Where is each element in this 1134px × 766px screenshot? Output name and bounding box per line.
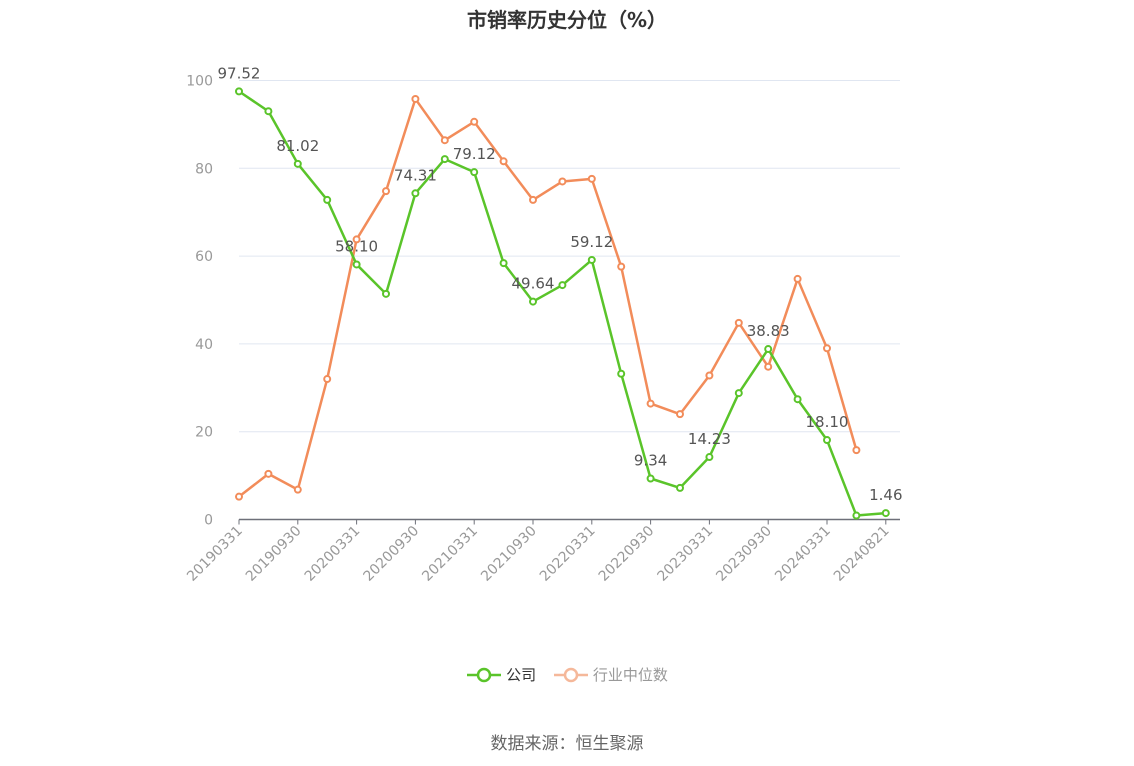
data-point-industry[interactable]: [823, 344, 831, 353]
data-point-industry[interactable]: [499, 157, 508, 166]
data-point-company[interactable]: [764, 345, 773, 354]
data-label: 9.34: [634, 451, 667, 469]
data-label: 59.12: [570, 233, 613, 251]
x-tick-label: 20210930: [478, 523, 540, 585]
x-tick-label: 20240331: [772, 523, 834, 585]
x-tick-label: 20220331: [537, 523, 599, 585]
y-tick-label: 60: [195, 249, 213, 265]
legend: 公司 行业中位数: [0, 664, 1134, 689]
data-point-industry[interactable]: [293, 485, 302, 494]
data-label: 74.31: [394, 166, 437, 184]
data-point-company[interactable]: [587, 255, 596, 264]
data-source: 数据来源：恒生聚源: [490, 734, 644, 754]
y-tick-label: 0: [204, 513, 213, 529]
data-point-company[interactable]: [235, 87, 243, 96]
data-point-company[interactable]: [852, 511, 861, 520]
y-tick-label: 20: [195, 425, 213, 441]
data-point-company[interactable]: [793, 395, 802, 404]
x-tick-label: 20230331: [655, 523, 717, 585]
data-label: 79.12: [453, 145, 496, 163]
series-layer: [235, 87, 890, 520]
legend-industry-icon: [553, 667, 588, 682]
data-point-industry[interactable]: [793, 274, 802, 283]
data-point-company[interactable]: [823, 436, 831, 445]
data-label: 81.02: [276, 137, 319, 155]
x-tick-label: 20190930: [243, 523, 305, 585]
x-tick-label: 20240821: [831, 523, 893, 585]
data-point-company[interactable]: [617, 369, 626, 378]
data-label: 49.64: [512, 275, 555, 293]
data-point-industry[interactable]: [235, 492, 243, 501]
legend-item-company[interactable]: 公司: [466, 664, 536, 685]
data-point-industry[interactable]: [352, 235, 361, 244]
data-point-company[interactable]: [470, 168, 479, 177]
data-point-company[interactable]: [676, 483, 684, 492]
data-point-industry[interactable]: [440, 136, 449, 145]
data-label: 97.52: [218, 64, 261, 82]
legend-company-icon: [467, 667, 502, 682]
data-point-company[interactable]: [881, 509, 890, 518]
data-label: 14.23: [688, 430, 731, 448]
data-point-industry[interactable]: [646, 399, 655, 408]
data-point-company[interactable]: [705, 453, 714, 462]
data-point-company[interactable]: [382, 289, 390, 298]
x-tick-label: 20200930: [361, 523, 423, 585]
data-point-industry[interactable]: [264, 469, 273, 478]
data-point-industry[interactable]: [411, 94, 420, 103]
data-point-company[interactable]: [411, 189, 420, 198]
data-point-company[interactable]: [499, 259, 508, 268]
data-point-industry[interactable]: [852, 446, 861, 455]
series-line-industry: [238, 97, 858, 498]
legend-label-industry: 行业中位数: [592, 666, 668, 684]
data-point-industry[interactable]: [558, 177, 567, 186]
data-point-company[interactable]: [440, 155, 449, 164]
y-tick-label: 100: [186, 74, 213, 90]
data-point-industry[interactable]: [617, 262, 626, 271]
data-point-industry[interactable]: [382, 187, 390, 196]
x-tick-label: 20190331: [184, 523, 246, 585]
data-point-industry[interactable]: [705, 371, 714, 380]
data-point-industry[interactable]: [764, 362, 773, 371]
data-label-layer: 97.52 81.02 58.10 74.31 79.12 49.64 59.12 9.34 1…: [218, 64, 903, 504]
data-point-industry[interactable]: [734, 318, 743, 327]
data-point-company[interactable]: [646, 474, 655, 483]
data-point-company[interactable]: [734, 389, 743, 398]
data-label: 18.10: [806, 413, 849, 431]
data-point-company[interactable]: [264, 107, 273, 116]
x-tick-label: 20220930: [596, 523, 658, 585]
y-tick-label: 80: [195, 161, 213, 177]
data-point-industry[interactable]: [470, 117, 479, 126]
data-point-industry[interactable]: [587, 174, 596, 183]
grid-layer: [239, 80, 900, 433]
x-tick-label: 20230930: [713, 523, 775, 585]
legend-item-industry[interactable]: 行业中位数: [553, 664, 668, 685]
data-point-company[interactable]: [558, 281, 567, 290]
chart-title: 市销率历史分位（%）: [466, 8, 668, 32]
data-point-company[interactable]: [529, 297, 537, 306]
legend-label-company: 公司: [506, 666, 537, 684]
data-point-company[interactable]: [293, 159, 302, 168]
data-point-industry[interactable]: [323, 375, 332, 384]
data-label: 58.10: [335, 237, 378, 255]
y-tick-label: 40: [195, 337, 213, 353]
data-point-industry[interactable]: [529, 195, 537, 204]
data-point-company[interactable]: [323, 195, 332, 204]
x-tick-label: 20210331: [419, 523, 481, 585]
data-point-industry[interactable]: [676, 410, 684, 419]
data-point-company[interactable]: [352, 260, 361, 269]
x-tick-label: 20200331: [302, 523, 364, 585]
data-label: 1.46: [869, 486, 902, 504]
data-label: 38.83: [747, 322, 790, 340]
